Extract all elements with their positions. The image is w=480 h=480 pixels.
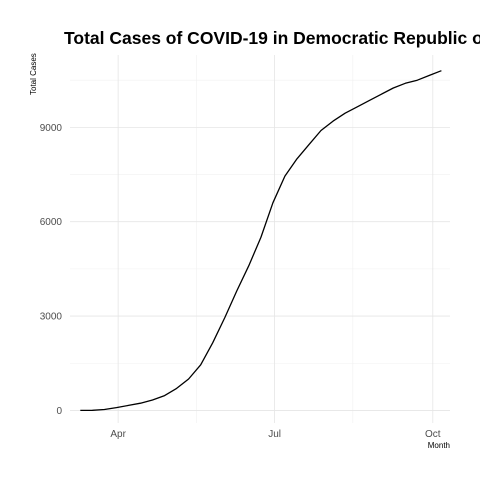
- x-axis-title: Month: [428, 441, 450, 450]
- y-axis-ticks: 0 3000 6000 9000: [40, 123, 63, 417]
- chart-title: Total Cases of COVID-19 in Democratic Re…: [64, 28, 480, 48]
- grid: [70, 55, 450, 423]
- x-tick-label: Jul: [268, 429, 281, 440]
- y-tick-label: 0: [56, 406, 62, 417]
- x-tick-label: Oct: [425, 429, 441, 440]
- x-axis-ticks: Apr Jul Oct: [110, 429, 440, 440]
- x-tick-label: Apr: [110, 429, 126, 440]
- y-axis-title: Total Cases: [29, 53, 38, 95]
- y-tick-label: 9000: [40, 123, 63, 134]
- y-tick-label: 3000: [40, 312, 63, 323]
- y-tick-label: 6000: [40, 217, 63, 228]
- series-line-total-cases: [80, 70, 442, 412]
